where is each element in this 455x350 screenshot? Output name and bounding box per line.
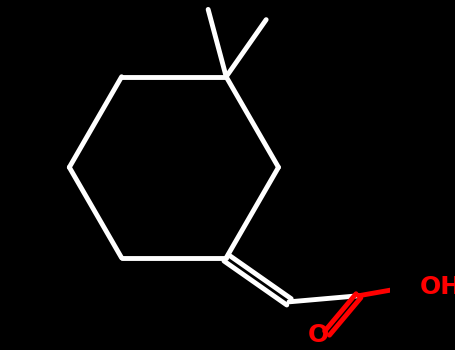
Text: OH: OH (420, 275, 455, 299)
Text: O: O (308, 323, 329, 347)
